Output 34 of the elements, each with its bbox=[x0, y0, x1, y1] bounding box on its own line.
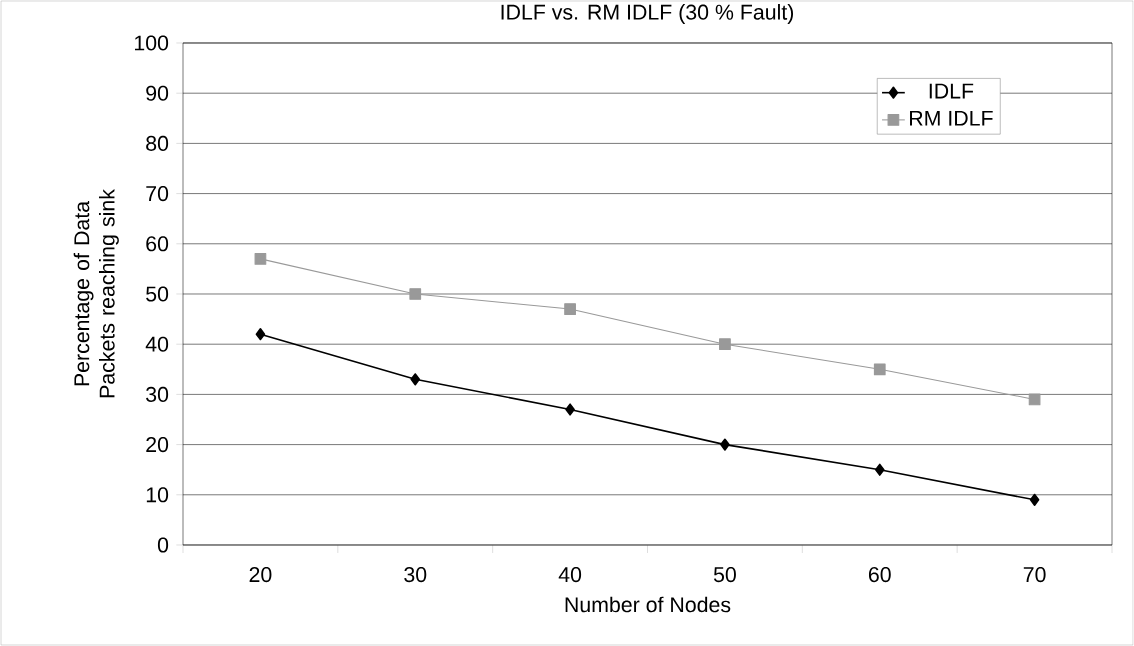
y-tick-label: 100 bbox=[135, 35, 169, 51]
legend-label: RM IDLF bbox=[910, 110, 993, 126]
y-tick-label: 70 bbox=[146, 186, 169, 202]
y-tick-label: 10 bbox=[146, 487, 169, 503]
y-tick-label: 20 bbox=[146, 437, 169, 453]
x-tick-label: 20 bbox=[249, 567, 272, 583]
point bbox=[874, 463, 885, 476]
y-tick-label: 40 bbox=[145, 336, 169, 352]
x-tick-label: 70 bbox=[1023, 567, 1046, 583]
x-axis-title: Number of Nodes bbox=[565, 596, 731, 613]
legend-label: IDLF bbox=[929, 83, 974, 99]
y-tick-label: 90 bbox=[146, 85, 169, 101]
y-tick-label: 80 bbox=[146, 135, 169, 151]
point bbox=[720, 438, 730, 451]
point bbox=[873, 363, 886, 376]
point bbox=[409, 288, 422, 300]
x-tick-label: 50 bbox=[713, 567, 736, 583]
x-tick-label: 60 bbox=[868, 567, 891, 583]
point bbox=[565, 403, 575, 416]
point bbox=[1029, 493, 1040, 506]
y-tick-label: 0 bbox=[157, 537, 169, 553]
x-tick-label: 30 bbox=[404, 567, 427, 583]
point bbox=[719, 338, 731, 351]
y-axis-title: Percentage of Data Packets reaching sink bbox=[73, 189, 119, 398]
point bbox=[564, 303, 576, 315]
point bbox=[410, 373, 421, 386]
y-tick-label: 60 bbox=[146, 236, 169, 252]
chart-title: IDLF vs. RM IDLF (30 % Fault) bbox=[501, 4, 794, 24]
point bbox=[1028, 393, 1041, 406]
y-tick-label: 50 bbox=[146, 286, 169, 302]
point bbox=[255, 328, 266, 341]
y-tick-label: 30 bbox=[146, 386, 169, 402]
x-tick-label: 40 bbox=[558, 567, 582, 583]
point bbox=[254, 252, 267, 265]
